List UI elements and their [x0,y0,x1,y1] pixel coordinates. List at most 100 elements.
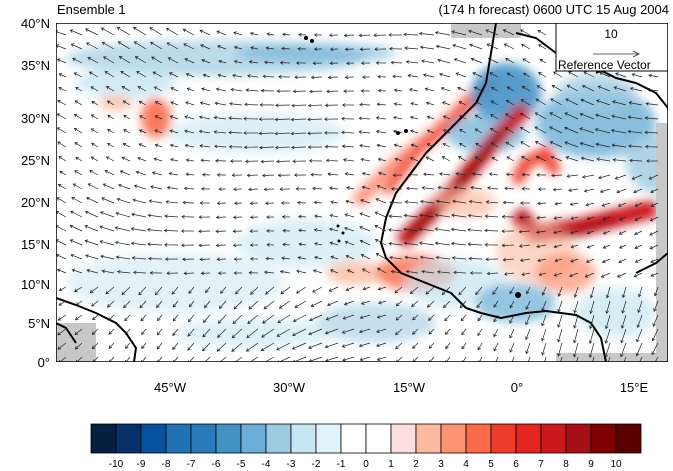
wind-vector-head [56,127,61,131]
wind-vector-head [187,347,191,351]
wind-vector [573,342,579,357]
wind-vector-head [138,291,142,296]
wind-vector-head [220,290,224,294]
wind-vector-head [489,128,494,132]
wind-vector [74,286,83,292]
wind-vector-head [74,142,78,146]
wind-vector-head [648,73,652,78]
wind-vector-head [359,102,363,107]
wind-vector [504,187,515,190]
wind-vector-head [509,304,513,309]
wind-vector-head [73,114,78,118]
wind-vector [491,100,499,106]
wind-vector [541,342,547,356]
wind-vector-head [596,99,600,103]
wind-vector-head [310,75,315,80]
wind-vector [598,174,611,179]
wind-vector-head [312,269,317,273]
wind-vector-head [598,175,602,180]
wind-vector [70,29,83,36]
wind-vector-head [611,143,616,148]
wind-vector-head [90,114,95,118]
wind-vector [123,115,131,120]
wind-vector-head [534,126,539,130]
wind-vector-head [233,257,238,262]
wind-vector-head [121,291,126,295]
wind-vector [596,99,611,106]
wind-vector [619,216,627,221]
wind-vector [550,98,563,106]
wind-vector-head [91,345,96,350]
wind-vector [503,29,515,36]
wind-vector [259,146,275,148]
wind-vector [276,160,291,162]
wind-vector [394,103,403,106]
wind-vector [277,314,291,323]
wind-vector-head [117,269,121,274]
wind-vector-head [493,347,497,352]
wind-vector-head [202,333,206,338]
wind-vector-head [360,254,365,258]
wind-vector-head [201,186,205,191]
wind-vector-head [521,186,525,191]
wind-vector [107,114,115,120]
wind-vector-head [358,329,363,334]
wind-vector [541,314,547,327]
wind-vector [167,42,179,50]
wind-vector-head [421,59,425,63]
wind-vector [203,74,211,78]
wind-vector [359,342,371,347]
colorbar-tick-label: 4 [463,459,469,470]
wind-vector [537,29,547,36]
wind-vector-head [426,129,431,133]
wind-vector-head [56,197,61,201]
wind-vector-head [182,28,187,32]
wind-vector [602,258,611,263]
wind-vector-head [374,225,379,229]
wind-vector-head [259,103,263,107]
wind-vector [87,57,99,64]
wind-vector-head [412,345,416,349]
wind-vector [595,114,611,120]
wind-vector [233,31,243,36]
wind-vector [487,272,499,275]
wind-vector [307,118,323,120]
wind-vector-head [244,102,248,107]
wind-vector [394,89,403,92]
wind-vector-head [308,331,312,336]
wind-vector [590,300,595,314]
wind-vector [215,230,227,232]
wind-vector-head [58,360,61,362]
wind-vector [603,244,611,249]
wind-vector [537,258,547,262]
wind-vector-head [418,31,423,36]
wind-vector [328,76,339,78]
wind-vector [234,46,243,50]
wind-vector [168,57,179,64]
wind-vector [141,342,147,349]
wind-vector [187,342,195,351]
wind-vector [479,356,483,362]
wind-vector [522,58,531,64]
wind-vector [505,113,515,120]
wind-vector [534,126,547,134]
wind-vector-head [149,271,153,275]
wind-vector [589,328,595,344]
wind-vector-head [502,200,507,205]
wind-vector [147,229,163,232]
wind-vector [202,328,211,338]
wind-vector-head [345,199,350,204]
wind-vector [542,286,547,296]
wind-vector [628,131,643,134]
wind-vector [406,270,419,274]
wind-vector [428,328,435,335]
wind-vector [568,188,579,191]
wind-vector [582,174,595,178]
wind-vector-head [70,253,74,258]
wind-vector [477,328,483,336]
wind-vector [376,130,387,134]
wind-vector-head [137,86,142,90]
wind-vector-head [557,338,561,343]
wind-vector-head [631,176,636,180]
wind-vector-head [341,344,346,348]
